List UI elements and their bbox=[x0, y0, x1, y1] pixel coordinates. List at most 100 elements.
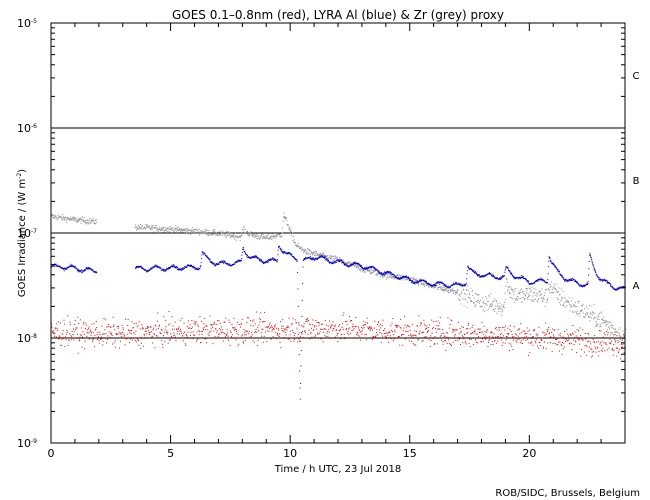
zr-point bbox=[378, 272, 380, 274]
goes-point bbox=[125, 337, 127, 339]
al-point bbox=[190, 265, 192, 267]
zr-point bbox=[472, 294, 474, 296]
goes-point bbox=[140, 342, 142, 344]
zr-point bbox=[268, 238, 270, 240]
goes-point bbox=[332, 321, 334, 323]
al-point bbox=[481, 276, 483, 277]
al-point bbox=[354, 261, 356, 263]
goes-point bbox=[314, 336, 316, 338]
zr-point bbox=[542, 297, 544, 299]
al-point bbox=[471, 270, 473, 272]
zr-point bbox=[434, 287, 436, 289]
goes-point bbox=[109, 326, 111, 328]
goes-point bbox=[356, 331, 358, 333]
al-point bbox=[619, 286, 621, 288]
goes-point bbox=[74, 319, 76, 321]
goes-point bbox=[249, 336, 251, 338]
goes-point bbox=[242, 341, 244, 343]
al-point bbox=[71, 266, 73, 267]
al-point bbox=[328, 261, 330, 263]
zr-point bbox=[381, 274, 383, 276]
al-point bbox=[276, 261, 278, 263]
zr-point bbox=[261, 233, 263, 235]
goes-point bbox=[201, 320, 203, 322]
goes-point bbox=[453, 335, 455, 337]
al-point bbox=[484, 275, 486, 277]
zr-point bbox=[446, 290, 448, 292]
al-point bbox=[407, 277, 409, 279]
goes-point bbox=[91, 323, 93, 325]
zr-point bbox=[83, 220, 85, 222]
zr-point bbox=[299, 248, 301, 250]
goes-point bbox=[546, 333, 548, 335]
zr-point bbox=[194, 232, 196, 234]
al-point bbox=[417, 282, 419, 284]
zr-point bbox=[602, 318, 604, 320]
al-point bbox=[476, 274, 478, 276]
goes-point bbox=[225, 317, 227, 319]
al-point bbox=[366, 268, 368, 270]
goes-point bbox=[535, 342, 537, 344]
goes-point bbox=[590, 348, 592, 350]
zr-point bbox=[223, 232, 225, 234]
zr-point bbox=[283, 216, 285, 218]
goes-point bbox=[503, 326, 505, 328]
zr-point bbox=[399, 276, 401, 278]
zr-point bbox=[585, 313, 587, 315]
goes-point bbox=[218, 333, 220, 335]
zr-point bbox=[271, 236, 273, 238]
al-point bbox=[319, 255, 321, 257]
goes-point bbox=[115, 346, 117, 348]
al-point bbox=[480, 275, 482, 277]
goes-point bbox=[212, 326, 214, 328]
al-point bbox=[240, 260, 242, 262]
zr-point bbox=[614, 329, 616, 331]
zr-point bbox=[458, 299, 460, 301]
zr-point bbox=[231, 235, 233, 237]
al-point bbox=[440, 281, 442, 283]
goes-point bbox=[588, 350, 590, 352]
goes-point bbox=[168, 339, 170, 341]
goes-point bbox=[97, 332, 99, 334]
al-point bbox=[547, 266, 549, 268]
al-point bbox=[304, 259, 306, 261]
zr-point bbox=[613, 331, 615, 333]
goes-point bbox=[604, 334, 606, 336]
goes-point bbox=[593, 342, 595, 344]
zr-point bbox=[201, 230, 203, 232]
al-point bbox=[179, 268, 181, 270]
zr-point bbox=[411, 277, 413, 279]
goes-point bbox=[502, 342, 504, 344]
zr-point bbox=[509, 296, 511, 298]
al-point bbox=[365, 268, 367, 270]
goes-point bbox=[579, 343, 581, 345]
goes-point bbox=[521, 342, 523, 344]
goes-point bbox=[112, 343, 114, 345]
zr-point bbox=[564, 297, 566, 299]
goes-point bbox=[421, 340, 423, 342]
al-point bbox=[494, 276, 496, 278]
zr-point bbox=[446, 287, 448, 289]
goes-point bbox=[594, 346, 596, 348]
zr-point bbox=[143, 227, 145, 229]
zr-point bbox=[90, 222, 92, 224]
goes-point bbox=[550, 337, 552, 339]
al-point bbox=[608, 281, 610, 283]
goes-point bbox=[264, 331, 266, 333]
goes-point bbox=[551, 350, 553, 352]
goes-point bbox=[565, 341, 567, 343]
zr-point bbox=[380, 275, 382, 277]
goes-point bbox=[252, 340, 254, 342]
goes-point bbox=[577, 338, 579, 340]
goes-point bbox=[542, 331, 544, 333]
goes-point bbox=[511, 345, 513, 347]
al-point bbox=[504, 269, 506, 271]
goes-point bbox=[261, 329, 263, 331]
al-point bbox=[525, 278, 527, 280]
zr-point bbox=[316, 252, 318, 254]
zr-point bbox=[484, 303, 486, 305]
zr-point bbox=[512, 290, 514, 292]
goes-point bbox=[323, 328, 325, 330]
zr-point bbox=[150, 226, 152, 228]
